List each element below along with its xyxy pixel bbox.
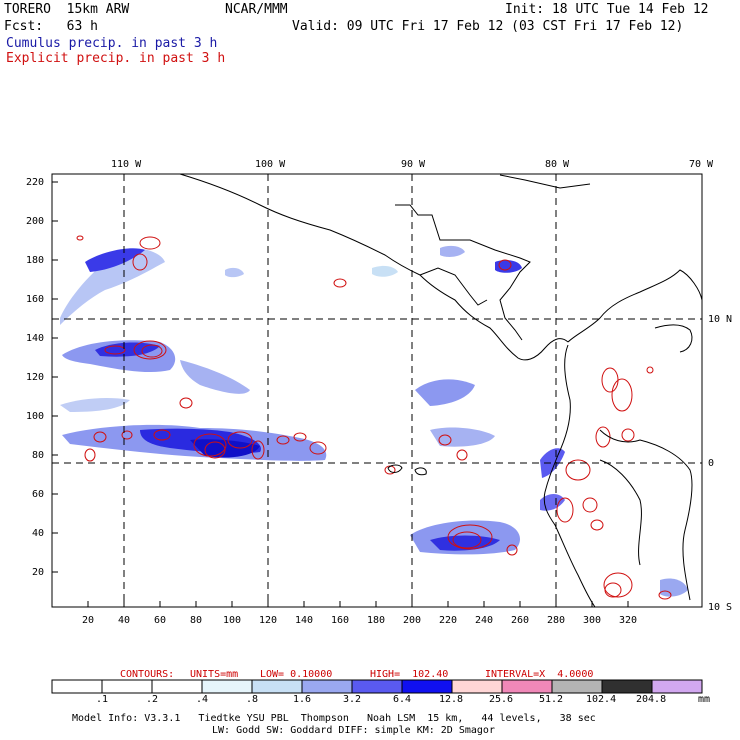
- x-tick: 40: [118, 615, 131, 626]
- lon-label: 90 W: [401, 159, 426, 170]
- colorbar-swatch: [401, 679, 453, 694]
- y-tick: 140: [26, 333, 45, 344]
- contour-high: HIGH= 102.40: [370, 669, 449, 680]
- x-tick: 120: [259, 615, 278, 626]
- lat-label: 10 N: [708, 314, 733, 325]
- x-tick: 180: [367, 615, 386, 626]
- contour-label: CONTOURS:: [120, 669, 175, 680]
- colorbar-label: 6.4: [393, 694, 412, 705]
- x-tick: 200: [403, 615, 422, 626]
- colorbar-swatch: [601, 679, 653, 694]
- colorbar-swatch: [351, 679, 403, 694]
- org-label: NCAR/MMM: [225, 2, 288, 17]
- init-time: Init: 18 UTC Tue 14 Feb 12: [505, 2, 709, 17]
- colorbar-label: 102.4: [586, 694, 617, 705]
- x-tick: 320: [619, 615, 638, 626]
- valid-time: Valid: 09 UTC Fri 17 Feb 12 (03 CST Fri …: [292, 19, 684, 34]
- x-tick: 280: [547, 615, 566, 626]
- x-tick: 220: [439, 615, 458, 626]
- y-tick: 60: [32, 489, 45, 500]
- y-tick: 80: [32, 450, 45, 461]
- lon-label: 100 W: [255, 159, 286, 170]
- lat-label: 10 S: [708, 602, 733, 613]
- x-tick: 80: [190, 615, 203, 626]
- x-tick: 240: [475, 615, 494, 626]
- y-tick: 20: [32, 567, 45, 578]
- y-tick: 220: [26, 177, 45, 188]
- x-tick: 300: [583, 615, 602, 626]
- colorbar-swatch: [451, 679, 503, 694]
- colorbar-swatch: [201, 679, 253, 694]
- colorbar-swatch: [651, 679, 703, 694]
- x-tick: 60: [154, 615, 167, 626]
- colorbar-swatch: [301, 679, 353, 694]
- x-tick: 20: [82, 615, 95, 626]
- colorbar-swatch: [551, 679, 603, 694]
- colorbar-label: .4: [196, 694, 209, 705]
- explicit-precip-contours: [76, 235, 672, 600]
- y-tick: 200: [26, 216, 45, 227]
- y-tick: 120: [26, 372, 45, 383]
- lon-label: 110 W: [111, 159, 142, 170]
- coastlines: [179, 173, 703, 608]
- colorbar-swatch: [101, 679, 153, 694]
- contour-interval: INTERVAL=X 4.0000: [485, 669, 594, 680]
- lat-label: 0: [708, 458, 715, 469]
- x-tick: 260: [511, 615, 530, 626]
- model-info: Model Info: V3.3.1 Tiedtke YSU PBL Thomp…: [72, 713, 596, 724]
- colorbar-label: 204.8: [636, 694, 667, 705]
- colorbar-swatch: [251, 679, 303, 694]
- contour-units: UNITS=mm: [190, 669, 239, 680]
- physics-info: LW: Godd SW: Goddard DIFF: simple KM: 2D…: [212, 725, 495, 736]
- colorbar-label: .1: [96, 694, 109, 705]
- axis-ticks: [52, 181, 629, 607]
- colorbar-swatch: [151, 679, 203, 694]
- model-title: TORERO 15km ARW: [4, 2, 130, 17]
- x-tick: 100: [223, 615, 242, 626]
- lon-label: 70 W: [689, 159, 714, 170]
- x-tick: 140: [295, 615, 314, 626]
- colorbar-label: 1.6: [293, 694, 312, 705]
- lon-label: 80 W: [545, 159, 570, 170]
- colorbar-label: 51.2: [539, 694, 564, 705]
- y-tick: 100: [26, 411, 45, 422]
- forecast-hour: Fcst: 63 h: [4, 19, 98, 34]
- colorbar-label: .8: [246, 694, 259, 705]
- y-tick: 180: [26, 255, 45, 266]
- x-tick: 160: [331, 615, 350, 626]
- colorbar-label: 12.8: [439, 694, 464, 705]
- y-tick: 40: [32, 528, 45, 539]
- contour-low: LOW= 0.10000: [260, 669, 333, 680]
- cumulus-legend: Cumulus precip. in past 3 h: [6, 36, 218, 51]
- explicit-legend: Explicit precip. in past 3 h: [6, 51, 226, 66]
- colorbar-label: 25.6: [489, 694, 514, 705]
- colorbar-unit: mm: [698, 694, 711, 705]
- map-frame: [51, 173, 703, 608]
- colorbar-swatch: [51, 679, 103, 694]
- colorbar-swatch: [501, 679, 553, 694]
- colorbar-label: 3.2: [343, 694, 362, 705]
- y-tick: 160: [26, 294, 45, 305]
- colorbar-label: .2: [146, 694, 159, 705]
- latlon-grid: [52, 174, 702, 607]
